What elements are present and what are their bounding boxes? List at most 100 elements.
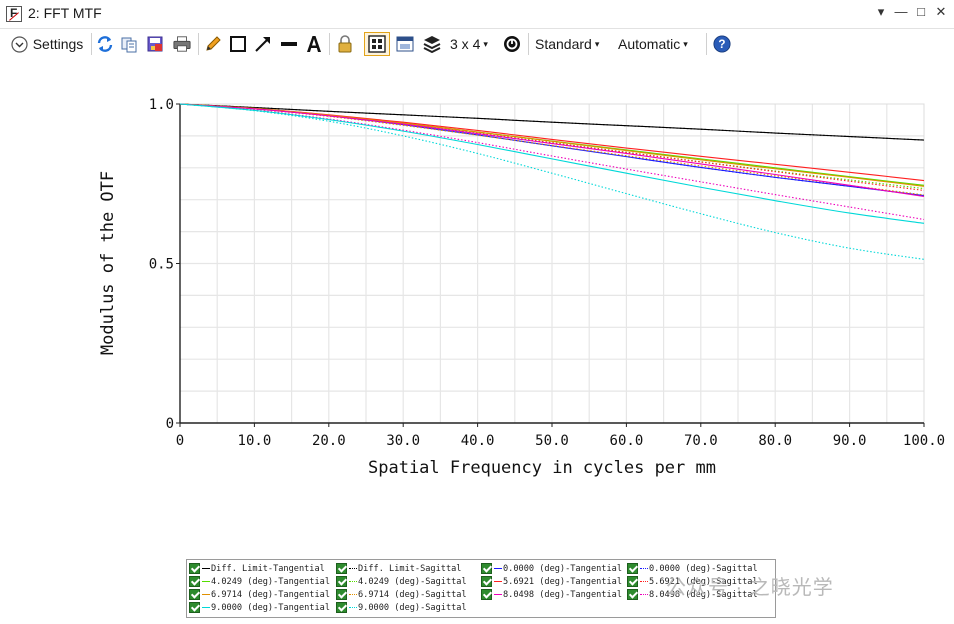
save-icon <box>146 35 164 53</box>
legend-swatch <box>494 568 502 569</box>
y-tick-label: 1.0 <box>149 97 174 113</box>
chevron-down-icon: ▾ <box>594 38 600 49</box>
toolbar-separator <box>528 33 529 55</box>
legend-checkbox[interactable] <box>481 589 492 600</box>
legend-checkbox[interactable] <box>189 563 200 574</box>
pencil-button[interactable] <box>203 32 223 56</box>
minimize-button[interactable]: — <box>894 4 908 19</box>
settings-label: Settings <box>32 36 84 52</box>
legend-label: 0.0000 (deg)-Tangential <box>503 563 622 574</box>
legend-label: 4.0249 (deg)-Sagittal <box>358 576 467 587</box>
legend-item[interactable]: Diff. Limit-Tangential <box>189 562 325 575</box>
legend-swatch <box>640 581 648 582</box>
layers-button[interactable] <box>422 32 442 56</box>
legend-checkbox[interactable] <box>336 589 347 600</box>
x-tick-label: 80.0 <box>758 433 792 449</box>
maximize-button[interactable]: □ <box>917 4 925 19</box>
x-tick-label: 50.0 <box>535 433 569 449</box>
settings-button[interactable]: Settings <box>6 32 88 56</box>
timer-icon <box>503 35 521 53</box>
legend-swatch <box>640 594 648 595</box>
legend-item[interactable]: 5.6921 (deg)-Sagittal <box>627 575 758 588</box>
timer-button[interactable] <box>502 32 522 56</box>
rectangle-button[interactable] <box>228 32 248 56</box>
legend-checkbox[interactable] <box>189 576 200 587</box>
automatic-dropdown[interactable]: Automatic ▾ <box>618 32 702 56</box>
legend-checkbox[interactable] <box>336 563 347 574</box>
zemax-f-icon: F <box>6 6 22 22</box>
series-line-6-9714-deg-tangential <box>179 103 925 187</box>
legend-swatch <box>494 594 502 595</box>
legend-item[interactable]: 0.0000 (deg)-Sagittal <box>627 562 758 575</box>
legend-checkbox[interactable] <box>189 589 200 600</box>
legend-checkbox[interactable] <box>627 589 638 600</box>
legend-item[interactable]: 9.0000 (deg)-Tangential <box>189 601 330 614</box>
line-button[interactable] <box>279 32 299 56</box>
legend-item[interactable]: 5.6921 (deg)-Tangential <box>481 575 622 588</box>
automatic-label: Automatic <box>618 36 681 52</box>
y-tick-label: 0 <box>166 416 174 432</box>
print-button[interactable] <box>171 32 193 56</box>
legend-checkbox[interactable] <box>336 602 347 613</box>
window-menu-button[interactable]: ▾ <box>877 4 885 19</box>
legend-checkbox[interactable] <box>189 602 200 613</box>
legend-item[interactable]: 9.0000 (deg)-Sagittal <box>336 601 467 614</box>
legend-swatch <box>202 607 210 608</box>
legend-item[interactable]: 4.0249 (deg)-Tangential <box>189 575 330 588</box>
copy-button[interactable] <box>119 32 139 56</box>
legend-label: 8.0498 (deg)-Sagittal <box>649 589 758 600</box>
refresh-button[interactable] <box>95 32 115 56</box>
legend-swatch <box>640 568 648 569</box>
legend-checkbox[interactable] <box>481 563 492 574</box>
chevron-down-icon: ▾ <box>683 38 688 49</box>
close-button[interactable]: ✕ <box>935 4 947 19</box>
legend-label: 5.6921 (deg)-Sagittal <box>649 576 758 587</box>
help-icon: ? <box>713 35 731 53</box>
y-tick-label: 0.5 <box>149 257 174 273</box>
refresh-icon <box>96 35 114 53</box>
legend-item[interactable]: 6.9714 (deg)-Sagittal <box>336 588 467 601</box>
legend-label: 0.0000 (deg)-Sagittal <box>649 563 758 574</box>
layout-button[interactable] <box>364 32 390 56</box>
standard-label: Standard <box>535 36 592 52</box>
series-line-8-0498-deg-tangential <box>179 103 925 198</box>
text-icon <box>305 35 323 53</box>
text-button[interactable] <box>304 32 324 56</box>
lock-button[interactable] <box>335 32 355 56</box>
legend-swatch <box>494 581 502 582</box>
legend-item[interactable]: 8.0498 (deg)-Tangential <box>481 588 622 601</box>
chevron-down-circle-icon <box>11 35 29 53</box>
legend-label: Diff. Limit-Tangential <box>211 563 325 574</box>
legend-checkbox[interactable] <box>336 576 347 587</box>
legend-item[interactable]: 4.0249 (deg)-Sagittal <box>336 575 467 588</box>
svg-text:?: ? <box>718 38 725 51</box>
legend-label: 8.0498 (deg)-Tangential <box>503 589 622 600</box>
legend-checkbox[interactable] <box>627 576 638 587</box>
legend-item[interactable]: 0.0000 (deg)-Tangential <box>481 562 622 575</box>
x-axis-label: Spatial Frequency in cycles per mm <box>368 458 716 478</box>
x-tick-label: 20.0 <box>312 433 346 449</box>
toolbar-separator <box>706 33 707 55</box>
legend-label: 6.9714 (deg)-Tangential <box>211 589 330 600</box>
toolbar: Settings <box>0 29 954 59</box>
legend-checkbox[interactable] <box>627 563 638 574</box>
legend-item[interactable]: 6.9714 (deg)-Tangential <box>189 588 330 601</box>
arrow-button[interactable] <box>253 32 273 56</box>
legend-item[interactable]: Diff. Limit-Sagittal <box>336 562 461 575</box>
save-button[interactable] <box>145 32 165 56</box>
x-tick-label: 30.0 <box>386 433 420 449</box>
toolbar-separator <box>329 33 330 55</box>
legend-swatch <box>202 568 210 569</box>
legend-checkbox[interactable] <box>481 576 492 587</box>
grid-size-dropdown[interactable]: 3 x 4 ▾ <box>450 32 496 56</box>
x-tick-label: 10.0 <box>238 433 272 449</box>
lock-icon <box>336 35 354 53</box>
x-tick-label: 40.0 <box>461 433 495 449</box>
toolbar-separator <box>198 33 199 55</box>
standard-dropdown[interactable]: Standard ▾ <box>535 32 611 56</box>
legend-item[interactable]: 8.0498 (deg)-Sagittal <box>627 588 758 601</box>
help-button[interactable]: ? <box>711 32 733 56</box>
window-title: 2: FFT MTF <box>28 5 102 21</box>
legend-label: 9.0000 (deg)-Sagittal <box>358 602 467 613</box>
window-button[interactable] <box>395 32 415 56</box>
